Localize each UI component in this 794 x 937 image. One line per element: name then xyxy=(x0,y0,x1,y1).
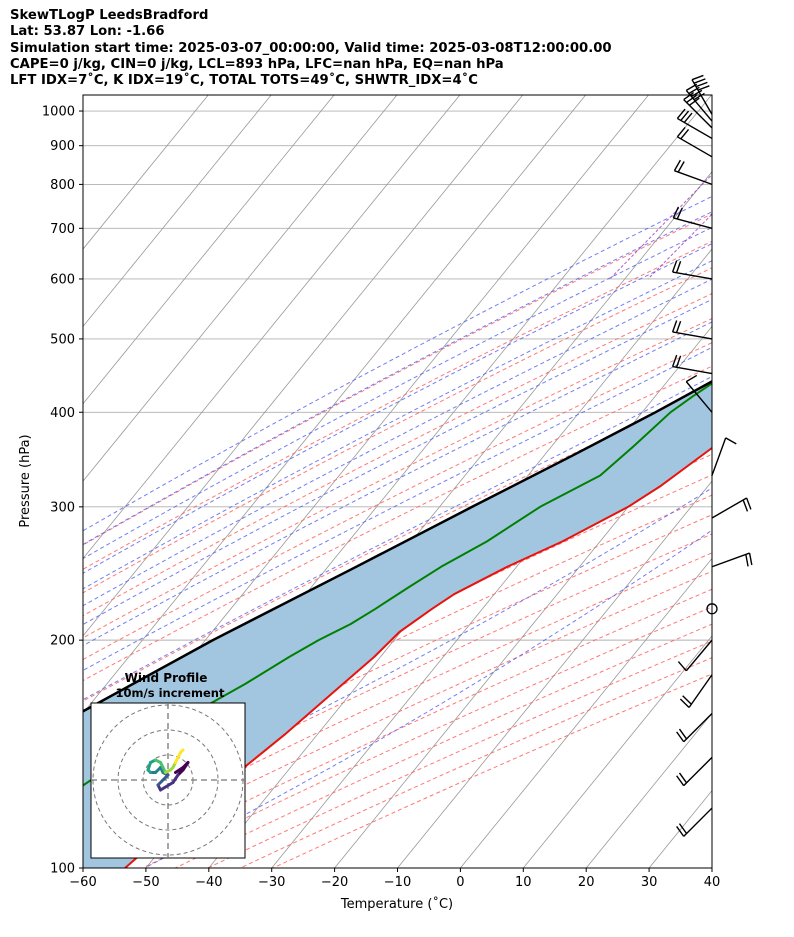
moist-adiabat-line xyxy=(83,278,712,607)
isotherm-line xyxy=(459,557,712,868)
wind-barb xyxy=(677,639,713,672)
hodograph-ring xyxy=(117,729,219,831)
wind-barb xyxy=(711,437,737,476)
y-axis-label: Pressure (hPa) xyxy=(18,434,33,527)
dry-adiabat-line xyxy=(239,657,712,868)
title-line: SkewTLogP LeedsBradford xyxy=(10,8,209,23)
hodograph-segment xyxy=(159,781,175,792)
isotherm-line xyxy=(585,712,712,868)
wind-barb xyxy=(671,260,713,280)
index-line: LFT IDX=7˚C, K IDX=19˚C, TOTAL TOTS=49˚C… xyxy=(10,73,478,89)
isotherm-line xyxy=(83,95,587,714)
wind-barb xyxy=(676,807,713,837)
dry-adiabat-line xyxy=(83,474,712,779)
axis-layer: −60 −50 −40 −30 −20 −10 0 10 20 30 40 1000 900 800 700… xyxy=(42,105,720,890)
wind-barb xyxy=(711,552,753,568)
dry-adiabat-line xyxy=(83,213,712,546)
header: SkewTLogP LeedsBradford Lat: 53.87 Lon: … xyxy=(10,8,612,89)
wind-barb xyxy=(683,91,713,129)
moist-adiabat-line xyxy=(83,298,712,626)
moist-adiabat-line xyxy=(144,529,712,868)
x-tick-label: 0 xyxy=(456,875,464,890)
moist-adiabat-line xyxy=(83,195,712,532)
y-tick-label: 1000 xyxy=(42,105,75,120)
x-axis-label: Temperature (˚C) xyxy=(340,896,453,912)
isotherm-line xyxy=(83,95,524,637)
x-tick-label: −50 xyxy=(132,875,159,890)
wind-barb xyxy=(671,354,713,375)
y-tick-label: 400 xyxy=(50,406,75,421)
moist-adiabat-line xyxy=(83,321,712,647)
x-tick-label: 30 xyxy=(641,875,658,890)
y-tick-label: 100 xyxy=(50,862,75,877)
location-line: Lat: 53.87 Lon: -1.66 xyxy=(10,24,165,40)
isotherm-line xyxy=(83,95,335,405)
hodograph-segment xyxy=(179,748,185,754)
hodograph-segment xyxy=(174,766,185,774)
time-line: Simulation start time: 2025-03-07_00:00:… xyxy=(10,40,612,56)
y-tick-label: 700 xyxy=(50,222,75,237)
wind-barb xyxy=(676,126,713,158)
moist-adiabat-line xyxy=(83,211,712,546)
y-tick-label: 200 xyxy=(50,634,75,649)
dry-adiabat-line xyxy=(83,552,712,850)
dry-adiabat-line xyxy=(271,673,712,868)
x-tick-label: 20 xyxy=(578,875,595,890)
hodograph: Wind Profile 10m/s increment xyxy=(90,671,246,859)
moist-adiabat-line xyxy=(83,487,712,833)
x-tick-label: 10 xyxy=(515,875,532,890)
moist-adiabat-line xyxy=(83,260,712,590)
y-tick-label: 300 xyxy=(50,500,75,515)
wind-barb xyxy=(676,712,713,743)
wind-barb xyxy=(685,374,713,413)
y-tick-label: 800 xyxy=(50,178,75,193)
isotherm-line xyxy=(83,95,209,250)
x-tick-label: 40 xyxy=(704,875,721,890)
isotherm-line xyxy=(711,867,712,868)
wind-barb xyxy=(679,674,713,709)
moist-adiabat-line xyxy=(83,346,712,672)
hodograph-subtitle: 10m/s increment xyxy=(116,686,225,700)
wind-barb xyxy=(676,108,713,140)
dry-adiabat-line xyxy=(83,240,712,570)
isotherm-line xyxy=(522,635,712,868)
x-tick-label: −20 xyxy=(321,875,348,890)
x-tick-label: −40 xyxy=(195,875,222,890)
x-tick-label: −10 xyxy=(384,875,411,890)
cape-line: CAPE=0 j/kg, CIN=0 j/kg, LCL=893 hPa, LF… xyxy=(10,56,504,72)
dry-adiabat-line xyxy=(83,514,712,815)
isotherm-line xyxy=(83,95,272,328)
dry-adiabat-line xyxy=(83,533,712,833)
x-tick-label: −30 xyxy=(258,875,285,890)
y-tick-label: 900 xyxy=(50,139,75,154)
wind-barb xyxy=(672,206,713,229)
dry-adiabat-line xyxy=(83,494,712,797)
hodograph-segment xyxy=(171,773,180,784)
wind-barb xyxy=(711,497,752,519)
wind-barb xyxy=(673,159,713,186)
y-tick-label: 600 xyxy=(50,272,75,287)
moist-adiabat-line xyxy=(83,243,712,574)
wind-barb xyxy=(671,320,713,340)
moist-adiabat-line xyxy=(83,226,712,560)
wind-barb xyxy=(676,756,713,787)
dry-adiabat-line xyxy=(83,292,712,617)
wind-barb xyxy=(706,603,718,615)
wind-barbs xyxy=(671,74,753,837)
dry-adiabat-line xyxy=(83,317,712,639)
isotherm-line xyxy=(83,95,398,482)
isotherm-line xyxy=(83,95,461,560)
dry-adiabat-line xyxy=(83,342,712,661)
x-tick-label: −60 xyxy=(69,875,96,890)
isotherm-line xyxy=(396,480,712,868)
hodograph-segment xyxy=(181,761,190,772)
y-tick-label: 500 xyxy=(50,332,75,347)
hodograph-title: Wind Profile xyxy=(125,671,208,685)
mixing-ratio-line xyxy=(647,213,712,280)
